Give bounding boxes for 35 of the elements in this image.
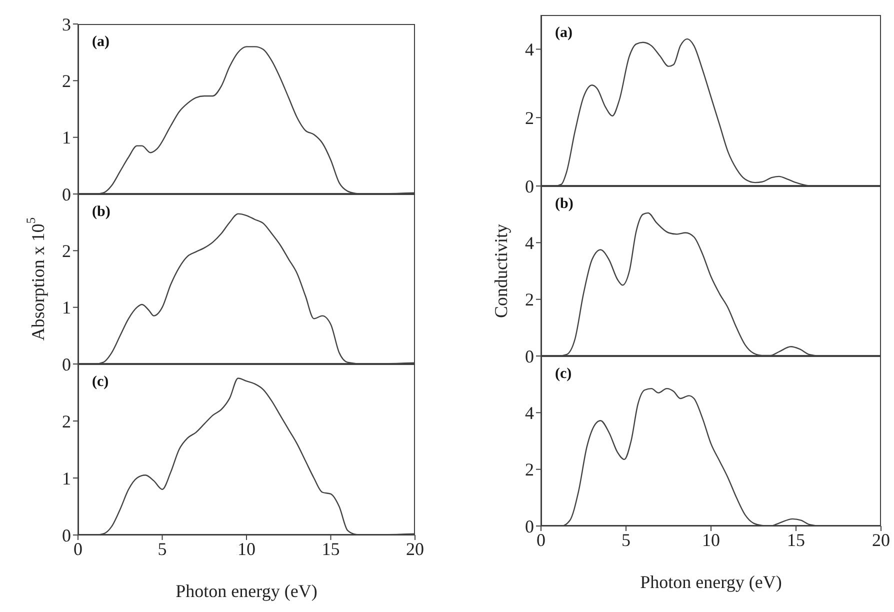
y-tick-label: 2 [525,290,534,310]
y-tick-label: 2 [525,460,534,480]
x-tick-label: 5 [158,538,167,559]
y-tick-label: 4 [525,233,534,254]
x-tick-label: 15 [787,530,805,550]
y-tick-label: 2 [62,411,71,432]
annotation: (c) [92,374,109,391]
y-tick-label: 2 [62,241,71,262]
y-tick-label: 1 [62,128,71,148]
x-tick-label: 20 [872,530,890,550]
y-tick-label: 0 [525,176,534,196]
y-tick-label: 0 [62,354,71,374]
y-tick-label: 4 [525,403,534,424]
x-axis-title: Photon energy (eV) [176,581,318,601]
y-tick-label: 2 [525,108,534,128]
y-tick-label: 0 [525,516,534,536]
annotation: (c) [555,366,572,383]
y-tick-label: 4 [525,40,534,60]
x-tick-label: 20 [406,538,424,559]
y-tick-label: 3 [62,14,71,34]
y-axis-title: Conductivity [491,224,511,318]
y-tick-label: 2 [62,71,71,92]
annotation: (a) [555,25,572,42]
x-tick-label: 10 [238,538,256,559]
x-tick-label: 15 [322,538,340,559]
y-tick-label: 1 [62,468,71,488]
y-tick-label: 0 [525,346,534,366]
x-axis-title: Photon energy (eV) [640,572,782,592]
annotation: (a) [92,34,110,51]
x-tick-label: 10 [702,530,720,550]
annotation: (b) [555,196,574,213]
y-tick-label: 1 [62,298,71,318]
y-tick-label: 0 [62,184,71,204]
annotation: (b) [92,204,110,221]
x-tick-label: 5 [622,530,630,550]
